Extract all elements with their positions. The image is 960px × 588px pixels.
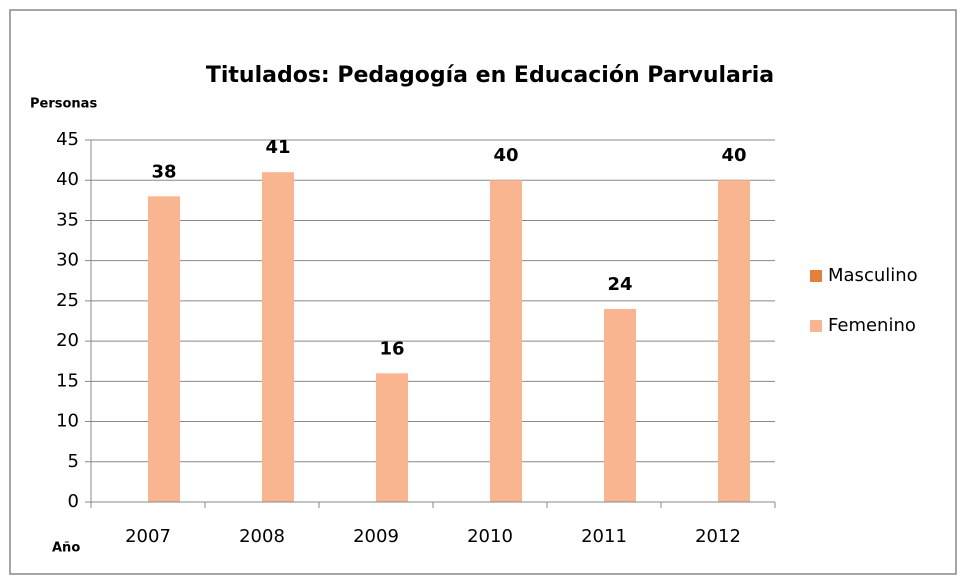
legend-label: Femenino [828,315,916,336]
legend-label: Masculino [828,265,918,286]
y-tick-label: 30 [56,250,79,271]
y-tick-label: 10 [56,411,79,432]
data-label: 24 [607,274,632,295]
x-tick-label: 2009 [353,526,399,547]
y-tick-label: 40 [56,169,79,190]
data-label: 38 [151,161,176,182]
y-tick-label: 45 [56,129,79,150]
bar [490,180,522,502]
data-label: 40 [493,145,518,166]
y-tick-label: 15 [56,370,79,391]
bar [376,373,408,502]
legend-swatch [810,270,822,282]
data-label: 40 [721,145,746,166]
data-label: 16 [379,338,404,359]
x-axis-label: Año [52,541,80,556]
bar [148,196,180,503]
x-tick-label: 2011 [581,526,627,547]
bar [604,308,636,502]
y-axis-label: Personas [30,97,97,112]
y-tick-label: 0 [68,491,79,512]
chart-title: Titulados: Pedagogía en Educación Parvul… [206,63,774,88]
legend-swatch [810,320,822,332]
x-tick-label: 2008 [239,526,285,547]
bar [262,172,294,502]
y-tick-label: 25 [56,290,79,311]
y-tick-label: 20 [56,330,79,351]
data-label: 41 [265,137,290,158]
x-tick-label: 2010 [467,526,513,547]
y-tick-label: 5 [68,451,79,472]
y-tick-label: 35 [56,209,79,230]
bar [718,180,750,502]
x-tick-label: 2012 [695,526,741,547]
x-tick-label: 2007 [125,526,171,547]
